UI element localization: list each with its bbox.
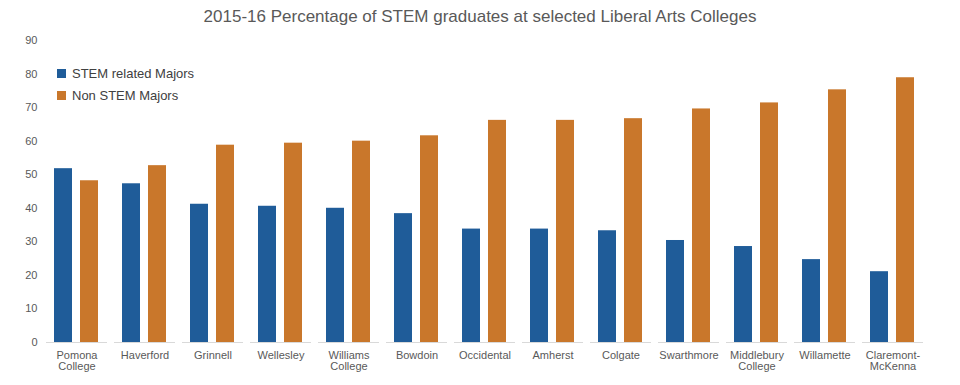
svg-text:Amherst: Amherst: [533, 349, 574, 361]
svg-text:60: 60: [25, 135, 37, 147]
html-text:STEM related Majors: STEM related Majors: [72, 65, 195, 81]
svg-text:20: 20: [25, 269, 37, 281]
html-text:Non STEM Majors: Non STEM Majors: [72, 87, 179, 103]
svg-text:0: 0: [31, 336, 37, 348]
svg-text:MiddleburyCollege: MiddleburyCollege: [730, 349, 784, 372]
svg-text:10: 10: [25, 302, 37, 314]
svg-text:WilliamsCollege: WilliamsCollege: [329, 349, 370, 372]
svg-text:70: 70: [25, 101, 37, 113]
svg-text:Haverford: Haverford: [121, 349, 169, 361]
svg-text:Grinnell: Grinnell: [194, 349, 232, 361]
svg-text:90: 90: [25, 34, 37, 46]
svg-text:Bowdoin: Bowdoin: [396, 349, 438, 361]
svg-text:80: 80: [25, 68, 37, 80]
svg-text:Willamette: Willamette: [799, 349, 850, 361]
svg-text:50: 50: [25, 168, 37, 180]
svg-text:PomonaCollege: PomonaCollege: [57, 349, 99, 372]
svg-text:40: 40: [25, 202, 37, 214]
svg-text:Swarthmore: Swarthmore: [659, 349, 718, 361]
html-text:2015-16 Percentage of STEM gra: 2015-16 Percentage of STEM graduates at …: [203, 7, 757, 26]
svg-text:Colgate: Colgate: [602, 349, 640, 361]
svg-text:Wellesley: Wellesley: [258, 349, 305, 361]
svg-text:30: 30: [25, 235, 37, 247]
svg-text:Claremont-McKenna: Claremont-McKenna: [866, 349, 921, 372]
svg-text:Occidental: Occidental: [459, 349, 511, 361]
